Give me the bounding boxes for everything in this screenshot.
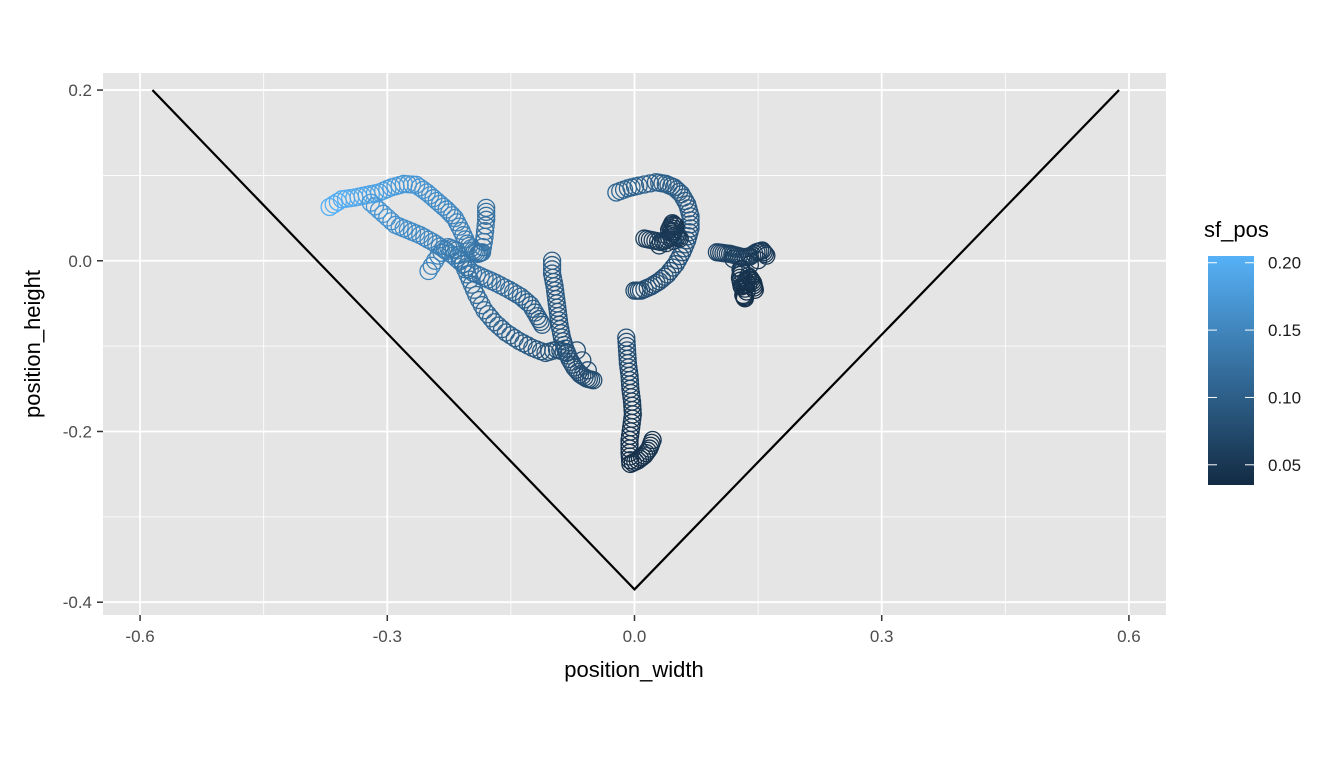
data-point [635, 175, 654, 194]
data-point [419, 261, 438, 281]
data-point [663, 231, 683, 251]
data-point [479, 270, 498, 289]
data-point [496, 323, 516, 342]
legend-colorbar [1208, 256, 1254, 485]
legend-tick-label: 0.05 [1268, 456, 1301, 475]
data-point [681, 207, 700, 226]
data-point [473, 237, 493, 257]
data-point [664, 178, 684, 197]
y-tick-label: 0.0 [68, 252, 92, 271]
data-point [440, 203, 459, 222]
boundary-line [151, 89, 1120, 591]
data-point [472, 243, 492, 262]
data-point [514, 334, 533, 353]
data-point [450, 217, 469, 236]
data-point [669, 228, 688, 247]
data-point [629, 176, 648, 195]
data-point [753, 241, 772, 260]
legend-tick-label: 0.10 [1268, 388, 1301, 407]
data-point [638, 441, 657, 460]
data-point [472, 296, 491, 315]
x-tick-label: -0.3 [373, 627, 402, 646]
data-point [641, 174, 660, 193]
x-tick-label: -0.6 [125, 627, 154, 646]
data-point [731, 260, 750, 279]
data-point [724, 249, 743, 269]
color-legend: sf_pos 0.20 0.15 0.10 0.05 [1204, 217, 1301, 485]
data-point [669, 182, 689, 202]
data-point [738, 270, 757, 289]
x-tick-label: 0.3 [870, 627, 894, 646]
data-point [402, 175, 422, 194]
legend-tick-label: 0.15 [1268, 321, 1301, 340]
legend-tick-label: 0.20 [1268, 254, 1301, 273]
data-point [755, 244, 775, 264]
data-point [467, 285, 486, 305]
data-points [320, 173, 776, 474]
data-point [483, 272, 502, 291]
data-point [518, 336, 538, 355]
legend-ticks: 0.20 0.15 0.10 0.05 [1208, 254, 1301, 475]
data-point [501, 326, 520, 345]
data-point [656, 233, 676, 253]
boundary-line-group [151, 89, 1120, 591]
x-tick-label: 0.6 [1117, 627, 1141, 646]
data-point [667, 227, 687, 246]
y-tick-label: 0.2 [68, 81, 92, 100]
data-point [647, 273, 666, 293]
data-point [584, 371, 603, 390]
data-point [477, 210, 496, 229]
data-point [477, 202, 496, 221]
data-point [477, 198, 496, 218]
y-tick-label: -0.2 [63, 422, 92, 441]
data-point [573, 351, 592, 370]
data-point [444, 240, 463, 259]
data-point [475, 222, 495, 241]
data-point [422, 256, 441, 276]
data-point [452, 221, 471, 241]
data-point [567, 341, 586, 360]
data-point [529, 309, 549, 329]
data-point [531, 312, 550, 332]
data-point [670, 229, 689, 248]
x-tick-label: 0.0 [623, 627, 647, 646]
data-point [476, 216, 495, 235]
data-point [528, 307, 547, 326]
data-point [664, 224, 683, 243]
y-axis-title: position_height [20, 270, 45, 418]
y-tick-label: -0.4 [63, 593, 92, 612]
data-point [469, 290, 489, 310]
data-point [650, 236, 669, 255]
data-point [447, 213, 467, 232]
x-axis-title: position_width [564, 657, 703, 682]
data-point [477, 206, 496, 225]
data-point [625, 281, 644, 300]
axes: -0.6 -0.3 0.0 0.3 0.6 0.2 0.0 -0.2 -0.4 [63, 81, 1141, 646]
data-point [578, 361, 597, 380]
data-point [481, 309, 501, 328]
data-point [643, 430, 662, 450]
legend-title: sf_pos [1204, 217, 1269, 242]
data-point [745, 280, 764, 299]
data-point [620, 435, 639, 454]
